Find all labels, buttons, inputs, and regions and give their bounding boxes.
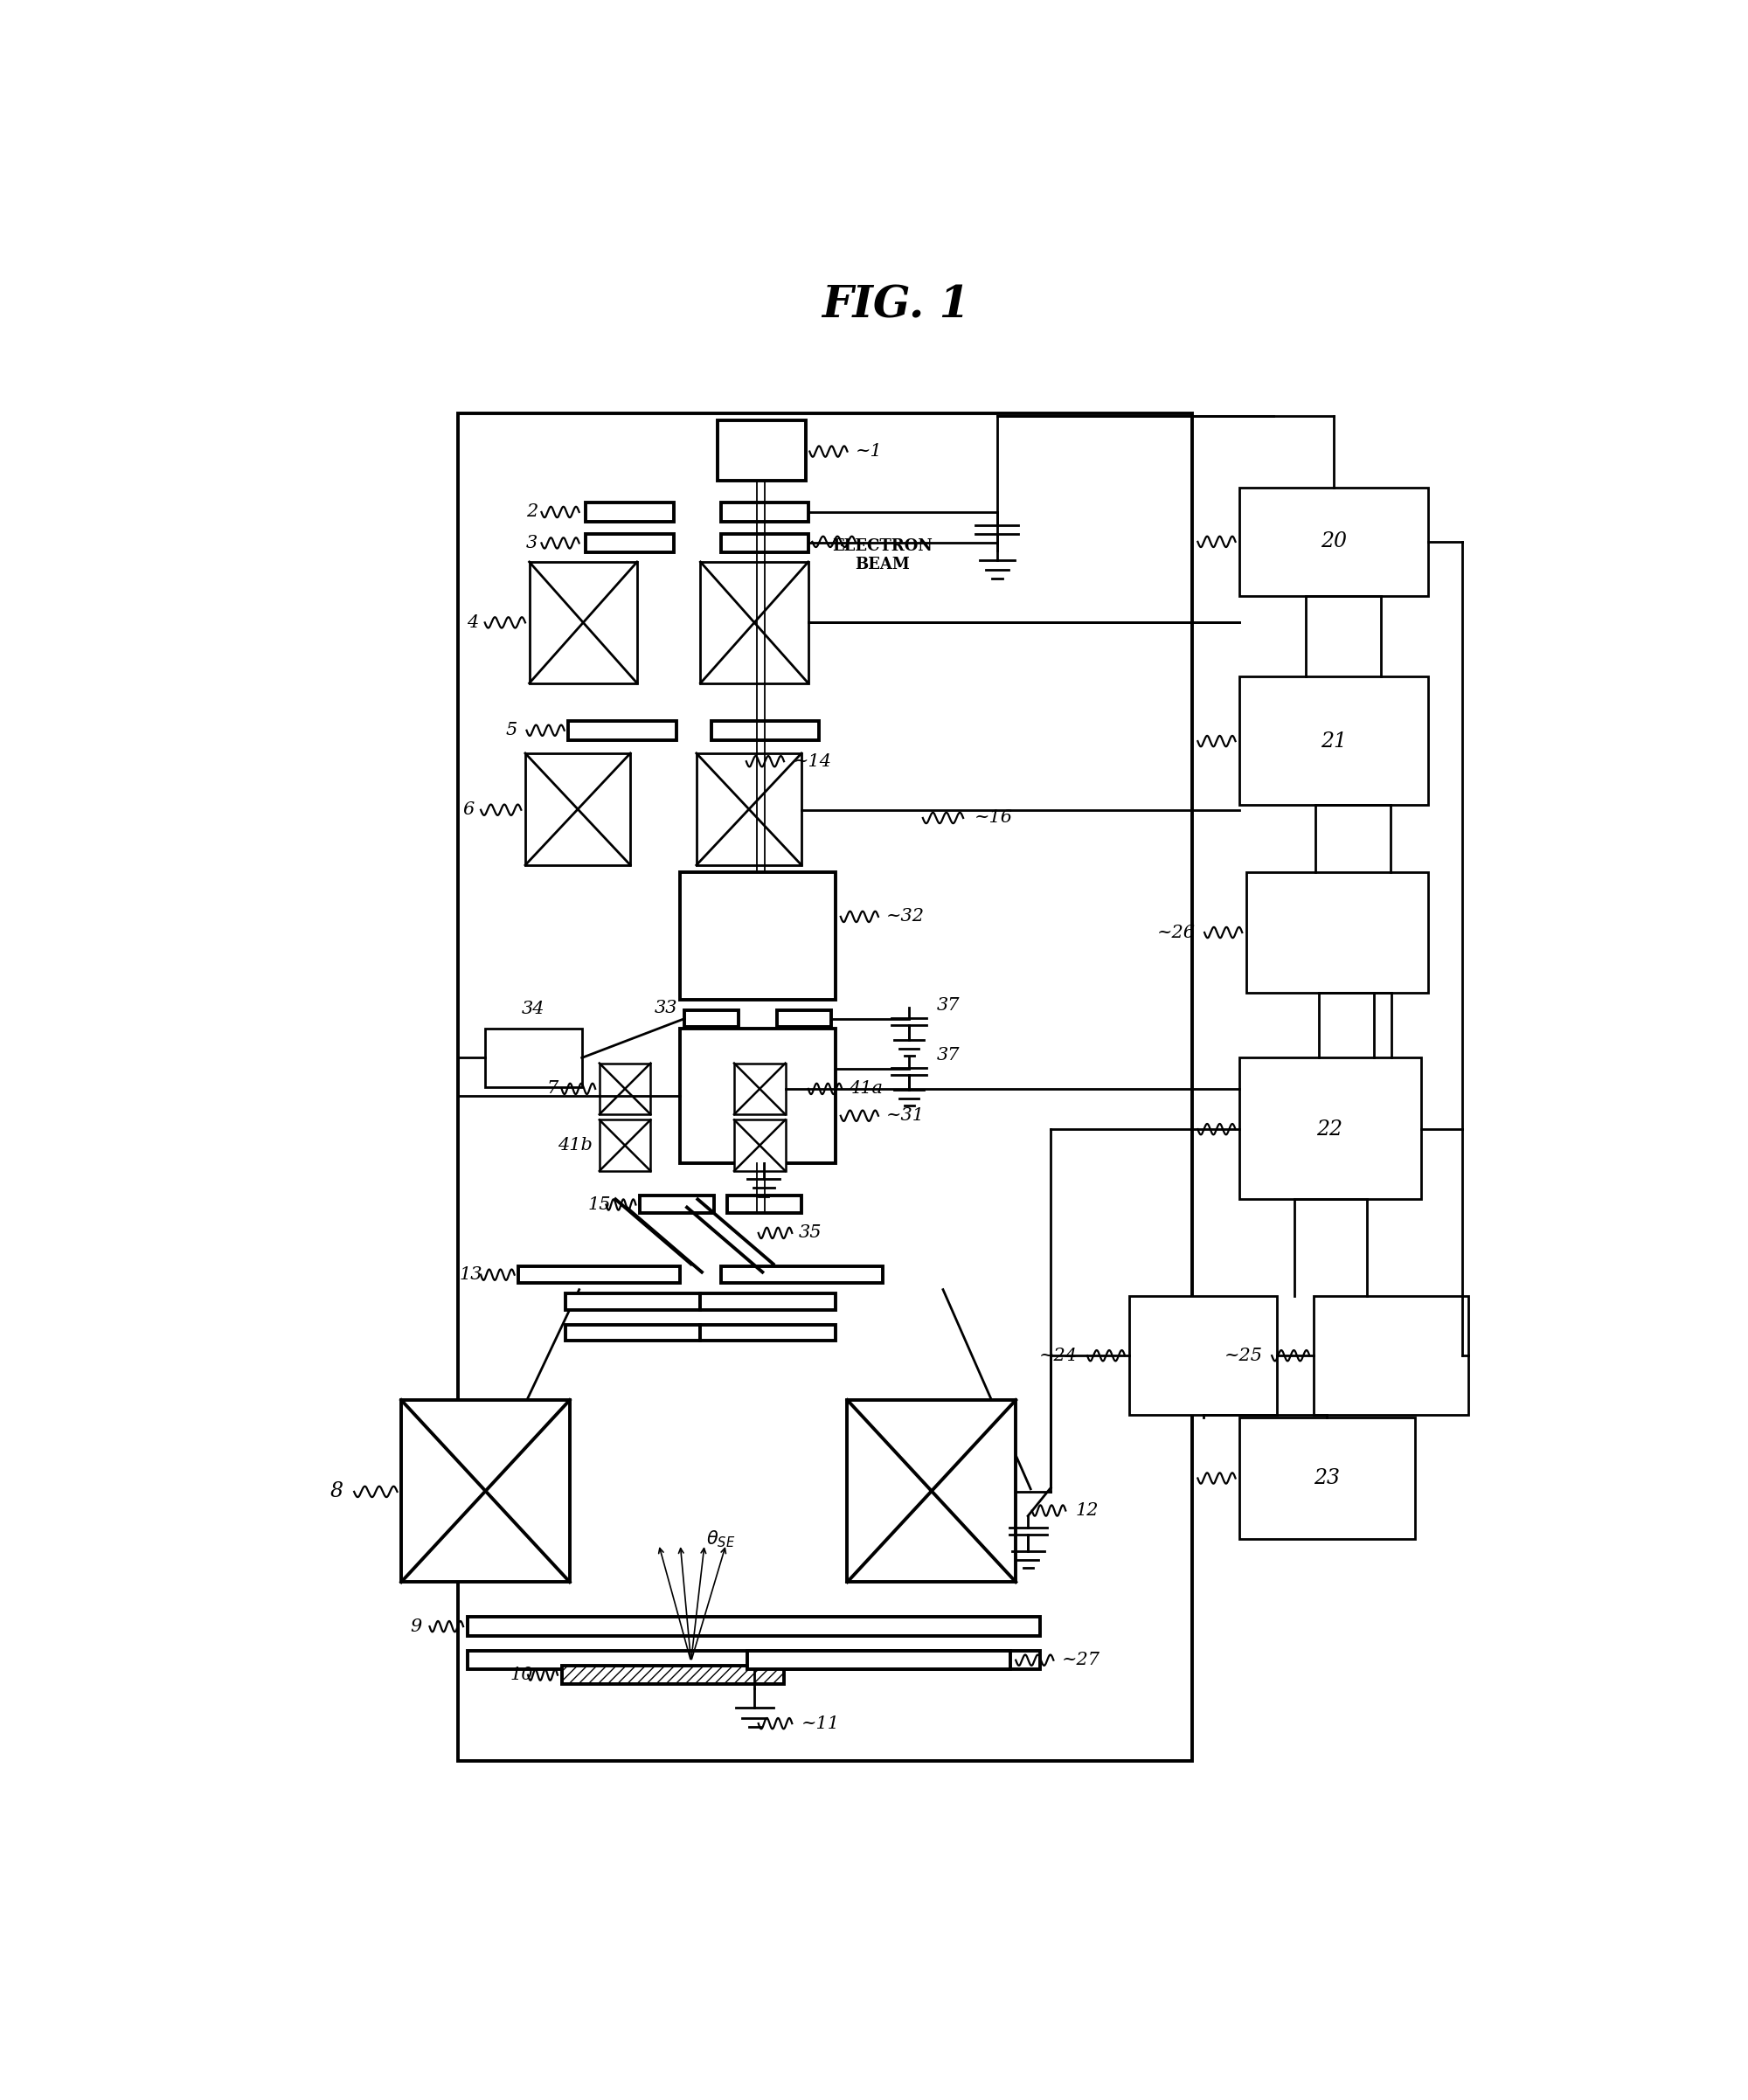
Bar: [1239, 1418, 1414, 1539]
Bar: [519, 1266, 680, 1283]
Bar: [568, 720, 676, 739]
Bar: [701, 563, 808, 682]
Text: 4: 4: [467, 615, 479, 630]
Text: 33: 33: [654, 1000, 678, 1016]
Text: 12: 12: [1075, 1502, 1098, 1518]
Bar: [402, 1401, 570, 1581]
Text: 15: 15: [587, 1197, 612, 1214]
Bar: [586, 533, 673, 552]
Text: ~24: ~24: [1040, 1348, 1079, 1363]
Text: 2: 2: [526, 504, 538, 521]
Bar: [1239, 676, 1428, 804]
Text: ~31: ~31: [886, 1107, 925, 1124]
Bar: [734, 1119, 785, 1172]
Bar: [701, 1325, 836, 1340]
Text: 21: 21: [1321, 731, 1348, 752]
Bar: [1313, 1296, 1468, 1415]
Text: $\theta_{SE}$: $\theta_{SE}$: [706, 1529, 736, 1550]
Text: ~26: ~26: [1157, 924, 1196, 941]
Text: 10: 10: [510, 1667, 533, 1684]
Text: FIG. 1: FIG. 1: [822, 284, 970, 328]
Bar: [720, 502, 808, 521]
Bar: [718, 420, 806, 481]
Text: ~16: ~16: [974, 811, 1012, 825]
Text: ~25: ~25: [1224, 1348, 1262, 1363]
Bar: [566, 1294, 701, 1310]
Text: 6: 6: [463, 802, 474, 819]
Bar: [467, 1617, 1040, 1636]
Text: 23: 23: [1314, 1468, 1341, 1489]
Bar: [701, 1294, 836, 1310]
Bar: [720, 533, 808, 552]
Bar: [696, 754, 802, 865]
Bar: [683, 1010, 738, 1027]
Bar: [600, 1063, 650, 1115]
Text: 5: 5: [505, 722, 517, 739]
Text: ~14: ~14: [794, 754, 832, 771]
Bar: [680, 872, 836, 1000]
Text: 22: 22: [1316, 1119, 1342, 1140]
Bar: [458, 414, 1192, 1762]
Text: 34: 34: [521, 1002, 545, 1018]
Bar: [734, 1063, 785, 1115]
Text: 37: 37: [937, 998, 960, 1014]
Bar: [727, 1195, 802, 1214]
Text: 41a: 41a: [850, 1082, 883, 1096]
Bar: [1239, 487, 1428, 596]
Bar: [778, 1010, 830, 1027]
Bar: [524, 754, 631, 865]
Bar: [530, 563, 636, 682]
Text: 8: 8: [330, 1483, 343, 1501]
Text: ~27: ~27: [1061, 1653, 1099, 1667]
Bar: [484, 1029, 582, 1088]
Bar: [467, 1651, 1040, 1670]
Text: ~11: ~11: [802, 1716, 841, 1732]
Bar: [1239, 1058, 1421, 1199]
Bar: [1129, 1296, 1278, 1415]
Text: 7: 7: [547, 1082, 558, 1096]
Text: 35: 35: [799, 1224, 822, 1241]
Text: 20: 20: [1321, 531, 1348, 552]
Bar: [586, 502, 673, 521]
Bar: [680, 1029, 836, 1163]
Text: 3: 3: [526, 536, 538, 552]
Text: ~1: ~1: [855, 443, 883, 460]
Bar: [848, 1401, 1016, 1581]
Bar: [748, 1651, 1010, 1670]
Bar: [561, 1665, 785, 1684]
Bar: [1246, 872, 1428, 993]
Text: 37: 37: [937, 1046, 960, 1063]
Bar: [711, 720, 820, 739]
Bar: [566, 1325, 701, 1340]
Bar: [720, 1266, 883, 1283]
Text: 13: 13: [460, 1266, 482, 1283]
Text: 9: 9: [411, 1619, 421, 1634]
Bar: [640, 1195, 713, 1214]
Text: ELECTRON
BEAM: ELECTRON BEAM: [832, 538, 933, 571]
Bar: [600, 1119, 650, 1172]
Text: ~32: ~32: [886, 909, 925, 924]
Text: 41b: 41b: [558, 1136, 593, 1153]
